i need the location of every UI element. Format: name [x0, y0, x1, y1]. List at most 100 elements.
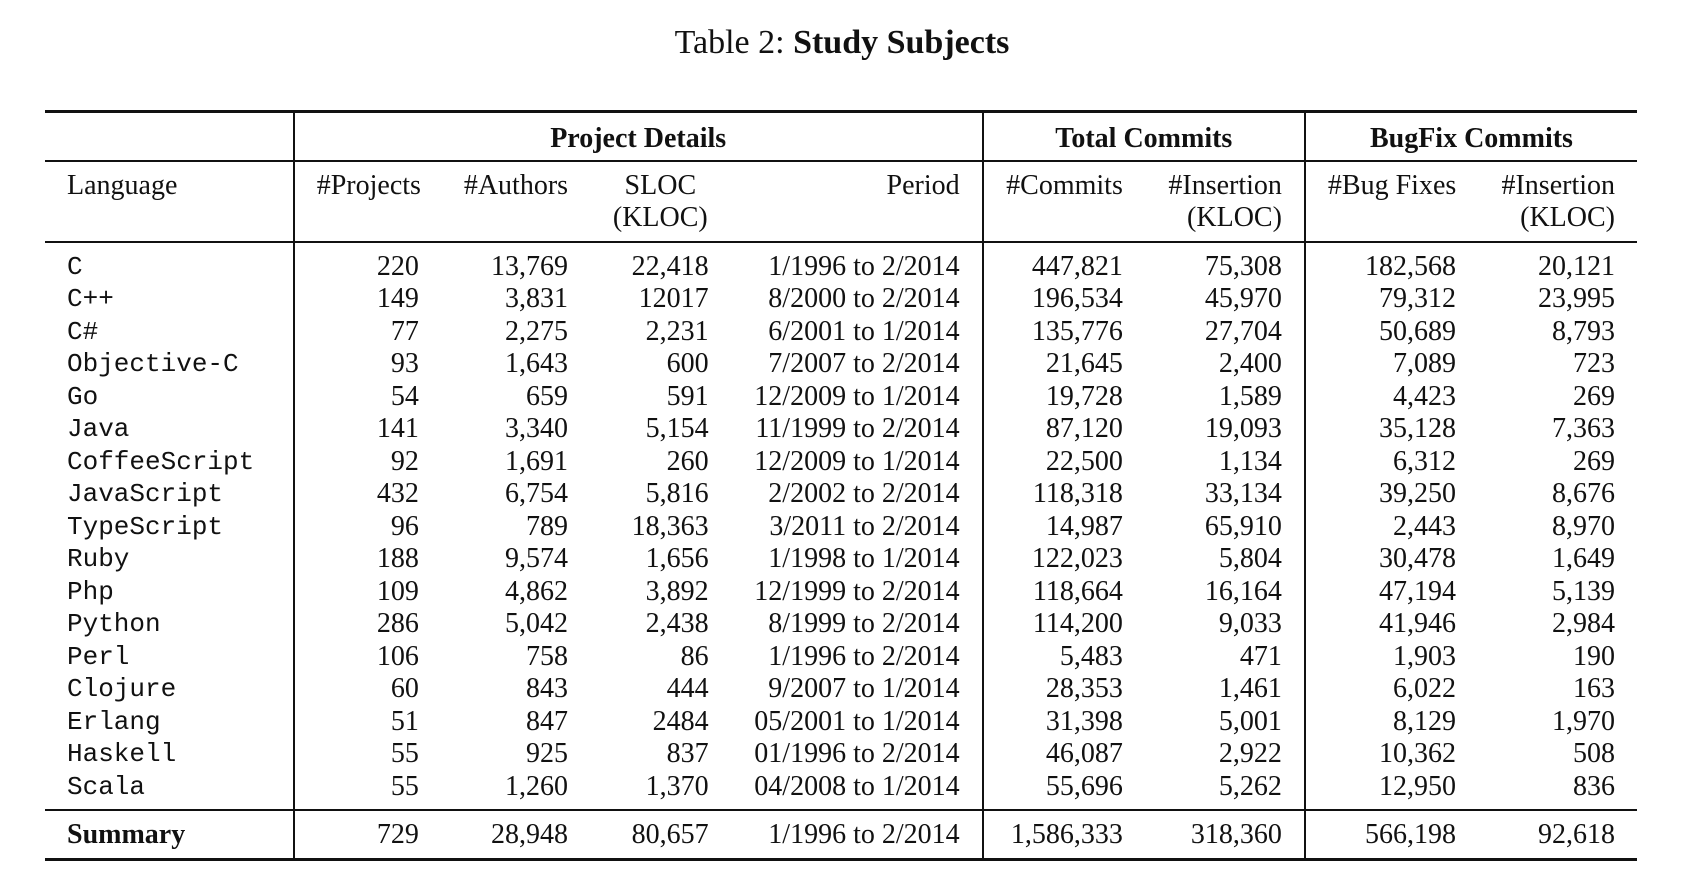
cell-bug-insertion: 20,121 [1538, 250, 1615, 282]
table-row: C++ 149 3,831 12017 8/2000 to 2/2014 196,534 4… [45, 283, 1637, 316]
cell-sloc: 260 [666, 445, 709, 477]
cell-insertion: 16,164 [1144, 575, 1306, 608]
cell-language: Go [45, 380, 295, 413]
cell-language: C# [45, 315, 295, 348]
header-authors: #Authors [463, 169, 569, 201]
cell-sloc: 2484 [652, 705, 709, 737]
cell-projects: 54 [390, 380, 419, 412]
cell-bug-fixes: 12,950 [1378, 770, 1456, 802]
cell-projects: 51 [390, 705, 419, 737]
cell-insertion: 1,134 [1144, 445, 1306, 478]
cell-commits: 31,398 [1045, 705, 1123, 737]
cell-bug-insertion: 508 [1573, 738, 1615, 769]
cell-period: 3/2011 to 2/2014 [730, 510, 984, 543]
cell-bug-insertion: 1,970 [1552, 705, 1615, 737]
cell-sloc: 22,418 [631, 250, 709, 282]
cell-bug-insertion: 269 [1573, 380, 1615, 412]
table-row: Java 141 3,340 5,154 11/1999 to 2/2014 87,120… [45, 413, 1637, 446]
cell-bug-fixes: 50,689 [1378, 315, 1456, 347]
cell-commits: 19,728 [1045, 380, 1123, 412]
cell-sloc: 12017 [638, 283, 709, 314]
summary-period: 1/1996 to 2/2014 [730, 810, 984, 859]
cell-bug-insertion: 1,649 [1552, 543, 1615, 574]
cell-commits: 122,023 [1031, 543, 1123, 574]
cell-language: Scala [45, 770, 295, 810]
cell-bug-insertion: 8,676 [1552, 478, 1615, 509]
cell-period: 05/2001 to 1/2014 [730, 705, 984, 738]
table-row: C# 77 2,275 2,231 6/2001 to 1/2014 135,776 27,… [45, 315, 1637, 348]
cell-commits: 22,500 [1045, 445, 1123, 477]
table-row: Go 54 659 591 12/2009 to 1/2014 19,728 1,589 4,… [45, 380, 1637, 413]
study-subjects-table: Project Details Total Commits BugFix Com… [45, 110, 1637, 861]
cell-bug-insertion: 8,793 [1552, 315, 1615, 347]
cell-period: 12/2009 to 1/2014 [730, 445, 984, 478]
cell-sloc: 3,892 [645, 575, 709, 607]
cell-insertion: 471 [1144, 640, 1306, 673]
cell-period: 1/1996 to 2/2014 [730, 640, 984, 673]
cell-insertion: 2,400 [1144, 348, 1306, 381]
cell-projects: 92 [390, 445, 419, 477]
table-row: CoffeeScript 92 1,691 260 12/2009 to 1/2014 2… [45, 445, 1637, 478]
cell-sloc: 5,816 [645, 478, 709, 509]
cell-projects: 60 [390, 673, 419, 704]
cell-language: Php [45, 575, 295, 608]
cell-authors: 1,260 [505, 770, 569, 802]
cell-language: Perl [45, 640, 295, 673]
cell-language: Objective-C [45, 348, 295, 381]
table-row: Ruby 188 9,574 1,656 1/1998 to 1/2014 122,023… [45, 543, 1637, 576]
cell-commits: 135,776 [1031, 315, 1123, 347]
cell-bug-fixes: 10,362 [1378, 738, 1456, 769]
table-caption: Table 2: Study Subjects [0, 24, 1684, 62]
cell-period: 11/1999 to 2/2014 [730, 413, 984, 446]
cell-commits: 14,987 [1045, 510, 1123, 542]
cell-projects: 96 [390, 510, 419, 542]
cell-authors: 659 [526, 380, 569, 412]
cell-insertion: 27,704 [1144, 315, 1306, 348]
cell-projects: 188 [376, 543, 419, 574]
cell-language: Java [45, 413, 295, 446]
cell-insertion: 5,001 [1144, 705, 1306, 738]
cell-sloc: 444 [666, 673, 709, 704]
header-language: Language [45, 160, 295, 242]
cell-authors: 3,340 [505, 413, 569, 444]
cell-commits: 114,200 [1032, 608, 1123, 639]
group-project-details: Project Details [293, 111, 984, 161]
cell-bug-fixes: 1,903 [1392, 640, 1456, 672]
cell-authors: 4,862 [505, 575, 569, 607]
table-row: Haskell 55 925 837 01/1996 to 2/2014 46,087 2,… [45, 738, 1637, 771]
cell-commits: 55,696 [1045, 770, 1123, 802]
cell-language: Python [45, 608, 295, 641]
table-summary: Summary 729 28,948 80,657 1/1996 to 2/2014 1,… [45, 810, 1637, 859]
table-row: Clojure 60 843 444 9/2007 to 1/2014 28,353 1,4… [45, 673, 1637, 706]
cell-sloc: 1,370 [645, 770, 709, 802]
cell-insertion: 2,922 [1144, 738, 1306, 771]
cell-language: Erlang [45, 705, 295, 738]
cell-bug-fixes: 39,250 [1378, 478, 1456, 509]
summary-commits: 1,586,333 [1010, 819, 1123, 850]
cell-authors: 847 [526, 705, 569, 737]
cell-projects: 55 [390, 738, 419, 769]
cell-commits: 46,087 [1045, 738, 1123, 769]
cell-language: C++ [45, 283, 295, 316]
cell-language: JavaScript [45, 478, 295, 511]
header-period: Period [730, 160, 984, 242]
cell-projects: 93 [390, 348, 419, 379]
caption-title: Study Subjects [793, 24, 1010, 61]
cell-bug-insertion: 163 [1573, 673, 1615, 704]
cell-sloc: 1,656 [645, 543, 709, 574]
cell-language: CoffeeScript [45, 445, 295, 478]
header-bug-insertion: #Insertion (KLOC) [1478, 161, 1637, 242]
cell-commits: 447,821 [1031, 250, 1123, 282]
cell-period: 1/1996 to 2/2014 [730, 241, 984, 283]
table-row: Php 109 4,862 3,892 12/1999 to 2/2014 118,664… [45, 575, 1637, 608]
table-row: Scala 55 1,260 1,370 04/2008 to 1/2014 55,696… [45, 770, 1637, 810]
cell-bug-insertion: 269 [1573, 445, 1615, 477]
cell-bug-insertion: 5,139 [1552, 575, 1615, 607]
group-header-row: Project Details Total Commits BugFix Com… [45, 111, 1637, 161]
cell-insertion: 19,093 [1144, 413, 1306, 446]
cell-sloc: 837 [666, 738, 709, 769]
caption-prefix: Table 2: [674, 24, 785, 61]
cell-bug-fixes: 6,312 [1392, 445, 1456, 477]
summary-row: Summary 729 28,948 80,657 1/1996 to 2/2014 1,… [45, 810, 1637, 859]
cell-projects: 149 [376, 283, 419, 314]
